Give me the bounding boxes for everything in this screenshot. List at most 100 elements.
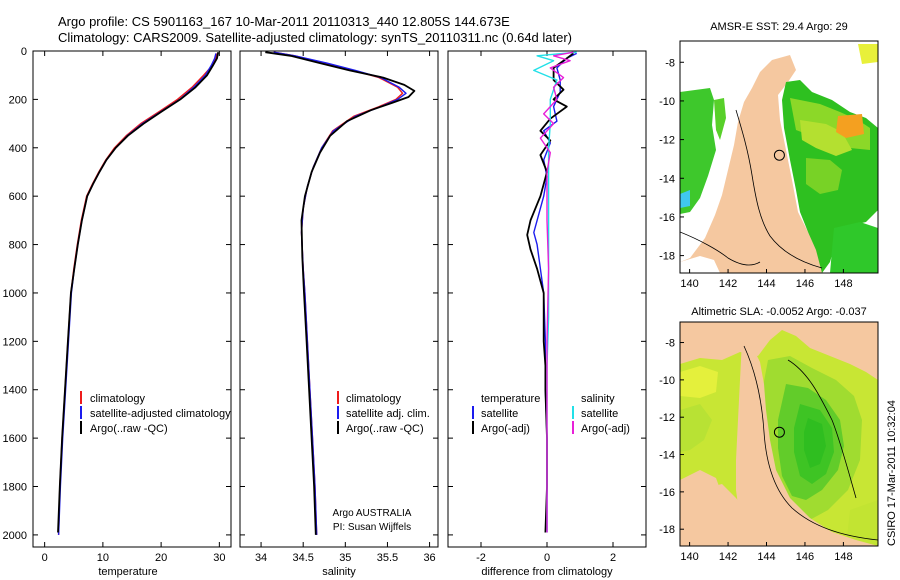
legend-temp-argo: Argo(-adj) (481, 423, 530, 435)
map-y-tick-label: -14 (659, 173, 675, 185)
difference-lines (526, 51, 578, 533)
map-y-tick-label: -14 (659, 450, 675, 462)
x-tick-label: 20 (155, 552, 167, 564)
legend-argo: Argo(..raw -QC) (90, 423, 168, 435)
sla-map-frame (679, 321, 879, 547)
salinity-lines (265, 51, 416, 535)
salinity-axes-frame (239, 50, 439, 548)
x-tick-label: 0 (544, 552, 550, 564)
sla-map-ticks: 140 142 144 146 148 -8 -10 -12 -14 -16 -18 (659, 338, 852, 563)
x-tick-label: 10 (97, 552, 109, 564)
map-y-tick-label: -12 (659, 412, 675, 424)
argo-location-marker (773, 426, 785, 438)
salinity-panel: 34 34.5 35 35.5 36 climatology satellite adj… (239, 50, 439, 578)
y-tick-label: 2000 (3, 530, 27, 542)
argo-location-marker (773, 149, 785, 161)
map-x-tick-label: 146 (796, 551, 814, 563)
map-y-tick-label: -10 (659, 96, 675, 108)
y-tick-label: 1800 (3, 482, 27, 494)
map-x-tick-label: 142 (719, 278, 737, 290)
temperature-panel: 0 10 20 30 0 200 400 600 800 1000 1200 1400 1600 1800… (3, 46, 232, 578)
sla-isobath-2 (787, 359, 857, 499)
map-x-tick-label: 146 (796, 278, 814, 290)
y-tick-label: 1400 (3, 385, 27, 397)
legend-climatology: climatology (90, 393, 146, 405)
y-tick-label: 200 (9, 94, 27, 106)
legend-sal-argo: Argo(-adj) (581, 423, 630, 435)
salinity-legend: climatology satellite adj. clim. Argo(..… (337, 391, 430, 435)
sla-map-title: Altimetric SLA: -0.0052 Argo: -0.037 (691, 306, 866, 318)
legend-argo: Argo(..raw -QC) (346, 423, 424, 435)
x-tick-label: 35 (339, 552, 351, 564)
map-x-tick-label: 144 (757, 551, 775, 563)
map-x-tick-label: 140 (680, 278, 698, 290)
map-x-tick-label: 148 (834, 278, 852, 290)
map-x-tick-label: 140 (680, 551, 698, 563)
map-y-tick-label: -16 (659, 212, 675, 224)
temperature-xlabel: temperature (98, 566, 157, 578)
y-tick-label: 800 (9, 240, 27, 252)
difference-xlabel: difference from climatology (481, 566, 613, 578)
sla-cape-york (736, 340, 878, 546)
legend-temp-satellite: satellite (481, 408, 518, 420)
temperature-axes-frame (32, 50, 232, 548)
legend-satellite-adjusted: satellite-adjusted climatology (90, 408, 231, 420)
sla-isobath (743, 345, 878, 541)
y-tick-label: 1200 (3, 336, 27, 348)
map-x-tick-label: 144 (757, 278, 775, 290)
sst-map-frame (679, 40, 879, 274)
sla-map: Altimetric SLA: -0.0052 Argo: -0.037 (659, 306, 879, 563)
annotation-argo-australia: Argo AUSTRALIA (333, 508, 412, 519)
credit-text: CSIRO 17-Mar-2011 10:32:04 (886, 400, 898, 546)
x-tick-label: 30 (213, 552, 225, 564)
legend-satellite-adj: satellite adj. clim. (346, 408, 430, 420)
x-tick-label: 35.5 (377, 552, 398, 564)
temperature-legend: climatology satellite-adjusted climatolo… (80, 391, 231, 435)
x-tick-label: 34 (255, 552, 267, 564)
legend-header-salinity: salinity (581, 393, 615, 405)
map-y-tick-label: -18 (659, 251, 675, 263)
y-tick-label: 600 (9, 191, 27, 203)
sst-isobath-2 (680, 231, 761, 266)
series-line-argo-raw-qc- (265, 51, 416, 535)
temperature-ticks: 0 10 20 30 0 200 400 600 800 1000 1200 1400 1600 1800… (3, 46, 231, 564)
map-y-tick-label: -16 (659, 487, 675, 499)
difference-panel: -2 0 2 temperature salinity satellite Argo… (447, 50, 647, 578)
sst-field (680, 44, 878, 273)
map-y-tick-label: -8 (665, 338, 675, 350)
x-tick-label: 36 (423, 552, 435, 564)
series-line-temperature-argo-adj- (526, 52, 574, 533)
series-line-salinity-argo-adj- (539, 51, 574, 533)
sst-map-title: AMSR-E SST: 29.4 Argo: 29 (710, 21, 848, 33)
map-x-tick-label: 148 (834, 551, 852, 563)
sst-isobath (735, 109, 823, 269)
x-tick-label: 2 (610, 552, 616, 564)
difference-ticks: -2 0 2 (448, 50, 646, 564)
figure-title-line2: Climatology: CARS2009. Satellite-adjuste… (58, 30, 573, 45)
figure-title-line1: Argo profile: CS 5901163_167 10-Mar-2011… (58, 14, 510, 29)
legend-header-temperature: temperature (481, 393, 540, 405)
x-tick-label: 0 (42, 552, 48, 564)
salinity-xlabel: salinity (322, 566, 356, 578)
temperature-lines (57, 52, 220, 535)
map-x-tick-label: 142 (719, 551, 737, 563)
map-y-tick-label: -10 (659, 375, 675, 387)
series-line-argo-raw-qc- (57, 52, 220, 533)
map-y-tick-label: -8 (665, 57, 675, 69)
difference-legend: temperature salinity satellite Argo(-adj… (472, 393, 630, 435)
annotation-pi: PI: Susan Wijffels (333, 522, 411, 533)
y-tick-label: 400 (9, 143, 27, 155)
legend-climatology: climatology (346, 393, 402, 405)
sst-map: AMSR-E SST: 29.4 Argo: 29 (659, 21, 879, 290)
x-tick-label: 34.5 (292, 552, 313, 564)
y-tick-label: 0 (21, 46, 27, 58)
sla-field (680, 330, 878, 546)
legend-sal-satellite: satellite (581, 408, 618, 420)
sla-west-land (680, 470, 736, 546)
sst-map-ticks: 140 142 144 146 148 -8 -10 -12 -14 -16 -18 (659, 57, 852, 290)
map-y-tick-label: -12 (659, 135, 675, 147)
y-tick-label: 1600 (3, 433, 27, 445)
x-tick-label: -2 (476, 552, 486, 564)
y-tick-label: 1000 (3, 288, 27, 300)
